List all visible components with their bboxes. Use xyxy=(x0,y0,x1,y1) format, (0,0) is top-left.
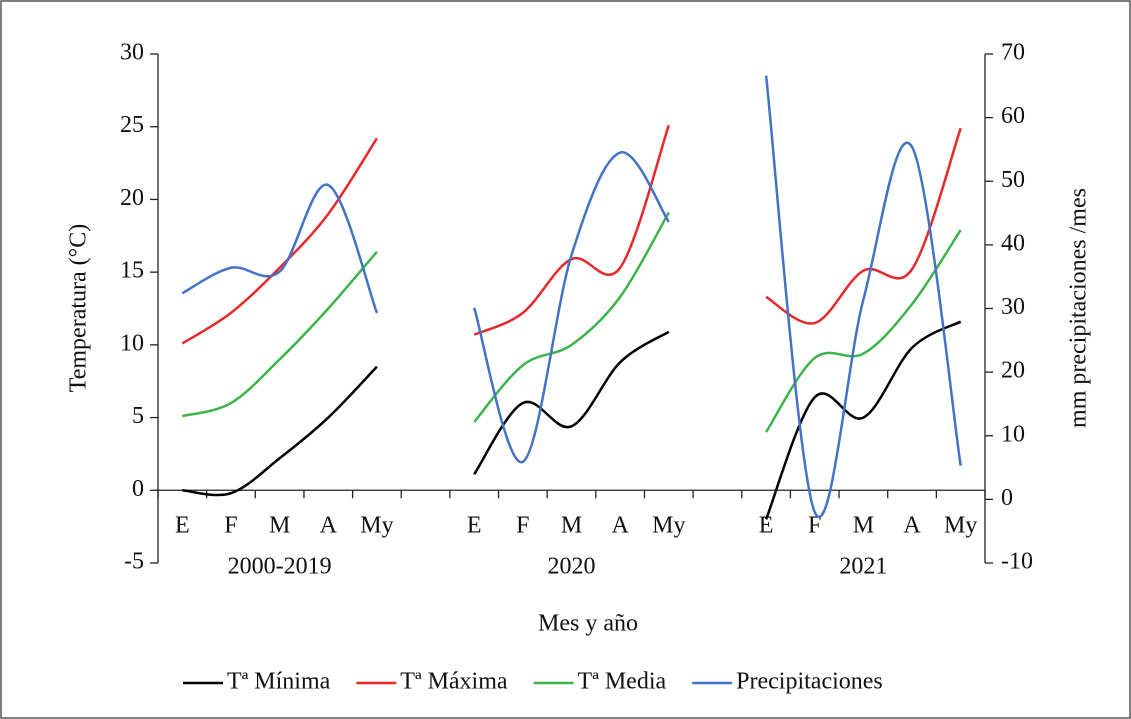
y2-tick-label: 0 xyxy=(1001,485,1013,511)
y-axis-label: Temperatura (°C) xyxy=(66,224,92,393)
x-tick-label: F xyxy=(516,513,529,539)
x-tick-label: F xyxy=(224,513,237,539)
legend-label: Tª Mínima xyxy=(227,669,331,695)
legend-label: Tª Media xyxy=(578,669,667,695)
group-label: 2021 xyxy=(839,554,887,580)
y2-tick-label: 10 xyxy=(1001,421,1025,447)
y2-tick-label: 50 xyxy=(1001,167,1025,193)
y-tick-label: 20 xyxy=(120,185,144,211)
x-tick-label: A xyxy=(903,513,921,539)
y-tick-label: 15 xyxy=(120,258,144,284)
x-tick-label: A xyxy=(611,513,629,539)
x-tick-label: A xyxy=(320,513,338,539)
x-tick-label: M xyxy=(269,513,290,539)
legend-label: Tª Máxima xyxy=(400,669,508,695)
y-tick-label: 5 xyxy=(132,403,144,429)
x-tick-label: E xyxy=(175,513,190,539)
x-axis-label: Mes y año xyxy=(538,611,638,637)
series-line xyxy=(181,124,962,345)
y-tick-label: 0 xyxy=(132,476,144,502)
y-tick-label: 25 xyxy=(120,112,144,138)
y2-tick-label: 40 xyxy=(1001,230,1025,256)
y-tick-label: 30 xyxy=(120,40,144,66)
legend-label: Precipitaciones xyxy=(736,669,883,695)
x-tick-label: My xyxy=(944,513,977,539)
x-tick-label: E xyxy=(467,513,482,539)
y-tick-label: -5 xyxy=(124,549,144,575)
x-tick-label: M xyxy=(853,513,874,539)
x-tick-label: F xyxy=(808,513,821,539)
y2-tick-label: 20 xyxy=(1001,358,1025,384)
group-label: 2020 xyxy=(548,554,596,580)
y-tick-label: 10 xyxy=(120,330,144,356)
y2-axis-label: mm precipitaciones /mes xyxy=(1066,188,1092,428)
y2-tick-label: 30 xyxy=(1001,294,1025,320)
series-line xyxy=(181,75,962,518)
x-tick-label: M xyxy=(561,513,582,539)
series-line xyxy=(182,320,962,520)
x-tick-label: E xyxy=(759,513,774,539)
x-tick-label: My xyxy=(360,513,393,539)
y2-tick-label: 70 xyxy=(1001,40,1025,66)
group-label: 2000-2019 xyxy=(228,554,332,580)
y2-tick-label: 60 xyxy=(1001,103,1025,129)
y2-tick-label: -10 xyxy=(1001,549,1033,575)
x-tick-label: My xyxy=(652,513,685,539)
